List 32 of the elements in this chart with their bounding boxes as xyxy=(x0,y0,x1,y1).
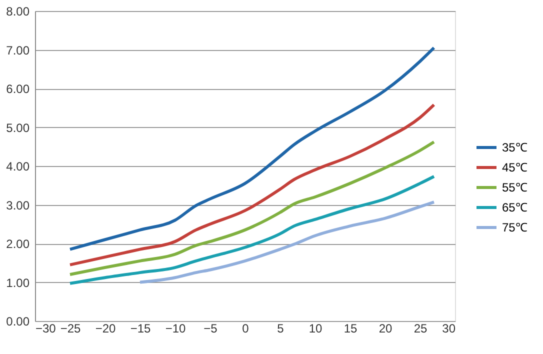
x-tick-label: −30 xyxy=(36,322,56,336)
x-tick-label: 15 xyxy=(344,322,358,336)
x-tick-label: 20 xyxy=(378,322,392,336)
x-tick-label: −15 xyxy=(130,322,151,336)
x-tick-label: −25 xyxy=(60,322,81,336)
line-series xyxy=(68,140,436,276)
x-tick-label: 10 xyxy=(308,322,322,336)
x-tick-label: −20 xyxy=(95,322,116,336)
legend-label: 55℃ xyxy=(502,180,528,194)
x-tick-label: −10 xyxy=(165,322,186,336)
legend-label: 65℃ xyxy=(502,200,528,214)
y-tick-label: 5.00 xyxy=(6,120,30,135)
y-tick-label: 3.00 xyxy=(6,198,30,212)
y-tick-label: 0.00 xyxy=(6,314,30,328)
y-tick-label: 1.00 xyxy=(6,276,30,290)
x-tick-label: 5 xyxy=(277,322,284,336)
y-tick-label: 8.00 xyxy=(6,4,30,18)
y-tick-label: 4.00 xyxy=(6,160,30,174)
legend-label: 45℃ xyxy=(502,160,528,174)
y-tick-label: 6.00 xyxy=(6,82,30,96)
line-series xyxy=(68,103,436,266)
x-tick-label: −5 xyxy=(204,322,218,336)
line-series xyxy=(68,174,436,285)
line-series xyxy=(68,46,436,251)
x-tick-label: 25 xyxy=(414,322,428,336)
x-tick-label: 30 xyxy=(442,322,456,336)
y-tick-label: 7.00 xyxy=(6,43,30,58)
y-tick-label: 2.00 xyxy=(6,237,30,251)
x-tick-label: 0 xyxy=(242,322,250,336)
legend-label: 75℃ xyxy=(502,220,528,234)
line-series xyxy=(138,200,436,284)
legend-label: 35℃ xyxy=(502,140,528,154)
